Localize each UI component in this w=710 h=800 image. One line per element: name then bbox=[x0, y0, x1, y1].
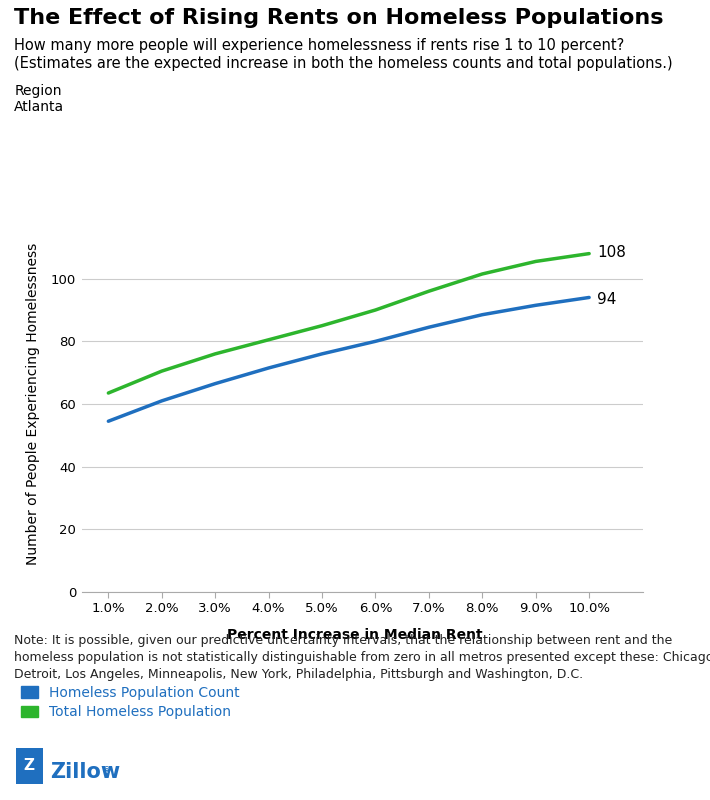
Text: Region: Region bbox=[14, 84, 62, 98]
Text: Percent Increase in Median Rent: Percent Increase in Median Rent bbox=[227, 628, 483, 642]
Text: Zillow: Zillow bbox=[50, 762, 120, 782]
Text: Z: Z bbox=[23, 758, 35, 774]
Text: The Effect of Rising Rents on Homeless Populations: The Effect of Rising Rents on Homeless P… bbox=[14, 8, 664, 28]
Text: ®: ® bbox=[102, 766, 111, 776]
Text: Atlanta: Atlanta bbox=[14, 100, 65, 114]
Text: 108: 108 bbox=[597, 245, 626, 259]
Text: Note: It is possible, given our predictive uncertainty intervals, that the relat: Note: It is possible, given our predicti… bbox=[14, 634, 710, 681]
Text: How many more people will experience homelessness if rents rise 1 to 10 percent?: How many more people will experience hom… bbox=[14, 38, 625, 54]
Y-axis label: Number of People Experiencing Homelessness: Number of People Experiencing Homelessne… bbox=[26, 243, 40, 565]
Legend: Homeless Population Count, Total Homeless Population: Homeless Population Count, Total Homeles… bbox=[21, 686, 239, 719]
Text: (Estimates are the expected increase in both the homeless counts and total popul: (Estimates are the expected increase in … bbox=[14, 56, 673, 71]
Text: 94: 94 bbox=[597, 291, 616, 306]
